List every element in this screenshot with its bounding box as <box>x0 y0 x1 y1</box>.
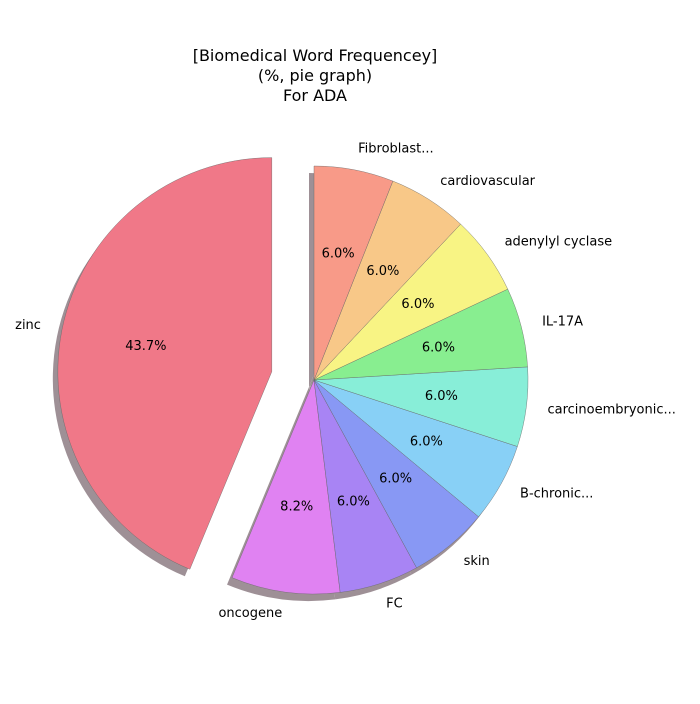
slice-label: cardiovascular <box>440 174 535 189</box>
slice-label: IL-17A <box>542 314 583 329</box>
pie-wedges <box>57 157 529 595</box>
slice-label: skin <box>464 554 490 569</box>
slice-label: B-chronic... <box>520 486 593 501</box>
slice-percent-label: 6.0% <box>366 264 399 279</box>
pie-slice <box>57 157 273 570</box>
slice-label: Fibroblast... <box>358 141 434 156</box>
slice-label: zinc <box>15 318 41 333</box>
slice-percent-label: 6.0% <box>401 297 434 312</box>
slice-percent-label: 43.7% <box>125 339 166 354</box>
slice-percent-label: 8.2% <box>280 500 313 515</box>
chart-title-line-1: [Biomedical Word Frequencey] <box>192 46 438 65</box>
slice-percent-label: 6.0% <box>422 341 455 356</box>
chart-title-line-3: For ADA <box>282 86 347 105</box>
pie-slice <box>231 379 341 595</box>
slice-percent-label: 6.0% <box>337 495 370 510</box>
slice-label: FC <box>386 597 403 612</box>
pie-slice <box>313 165 394 381</box>
slice-percent-label: 6.0% <box>410 435 443 450</box>
slice-percent-label: 6.0% <box>322 246 355 261</box>
slice-label: oncogene <box>218 606 282 621</box>
pie-labels: zinc 43.7% oncogene 8.2% FC 6.0% skin 6.0% B-chr… <box>15 141 676 620</box>
chart-title: [Biomedical Word Frequencey] (%, pie gra… <box>0 46 630 106</box>
slice-label: carcinoembryonic... <box>547 402 675 417</box>
slice-percent-label: 6.0% <box>425 389 458 404</box>
slice-label: adenylyl cyclase <box>505 234 613 249</box>
chart-title-line-2: (%, pie graph) <box>257 66 373 85</box>
slice-percent-label: 6.0% <box>379 472 412 487</box>
